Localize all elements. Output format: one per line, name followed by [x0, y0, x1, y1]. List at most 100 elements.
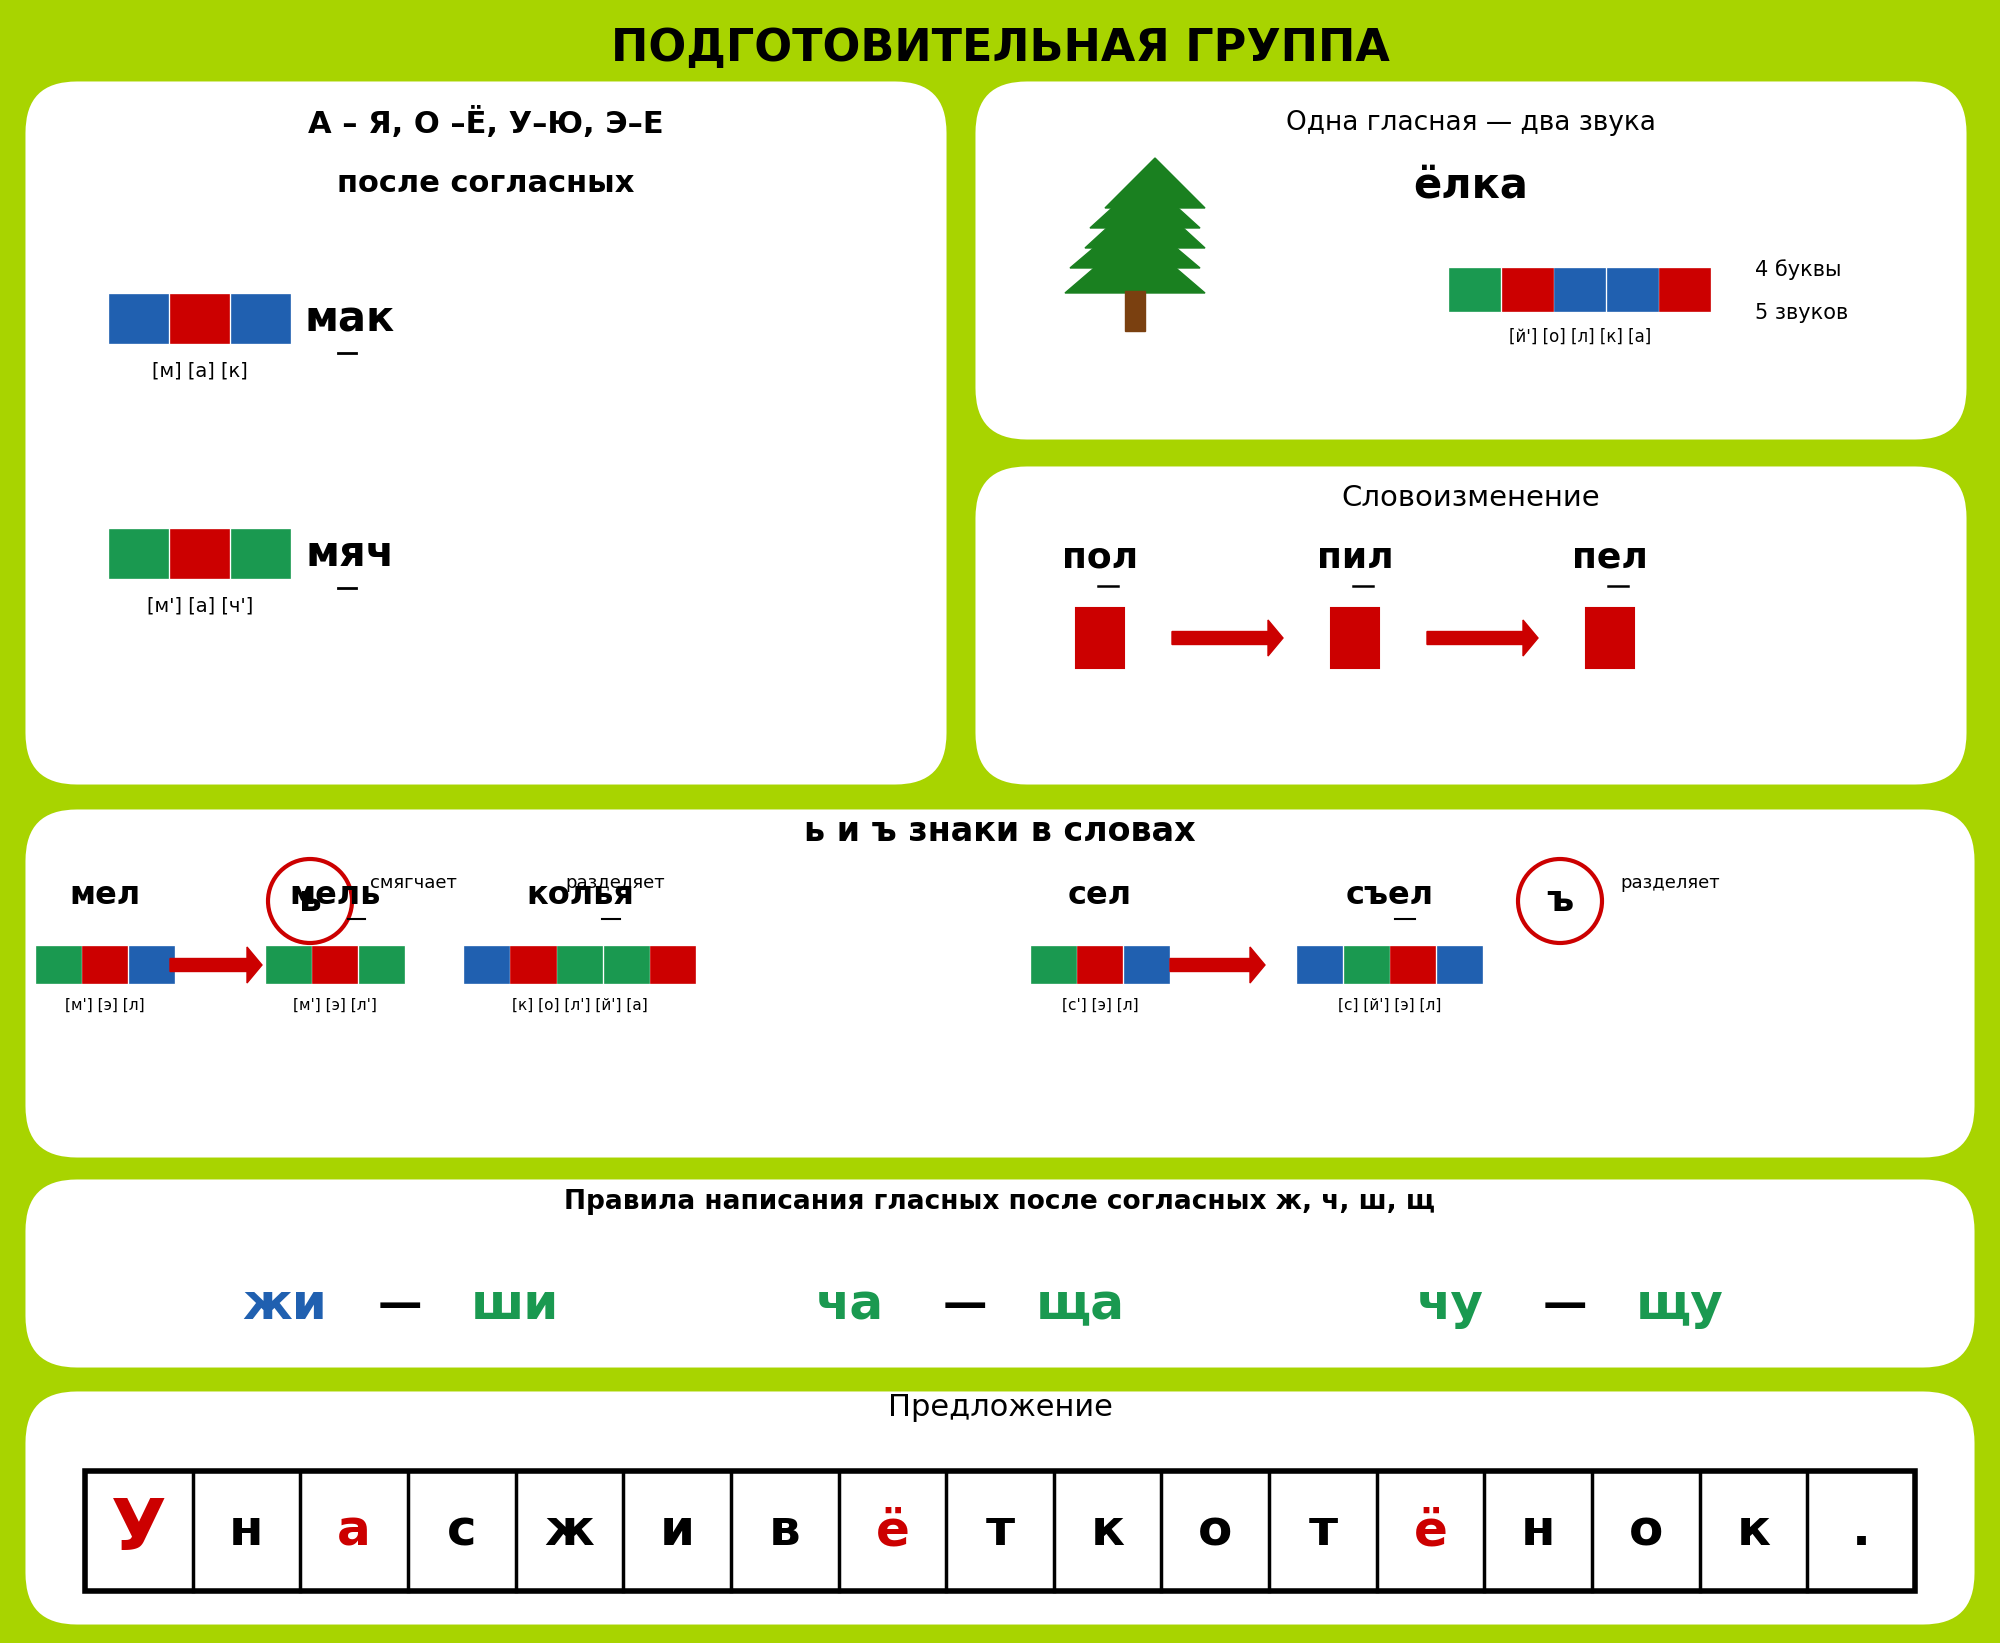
Text: [й'] [о] [л] [к] [а]: [й'] [о] [л] [к] [а] — [1508, 329, 1652, 347]
Polygon shape — [1064, 233, 1204, 292]
Text: —: — — [378, 1283, 422, 1326]
Bar — [1450, 269, 1500, 311]
Text: [м'] [э] [л]: [м'] [э] [л] — [66, 997, 144, 1012]
Text: Правила написания гласных после согласных ж, ч, ш, щ: Правила написания гласных после согласны… — [564, 1190, 1436, 1216]
Bar — [1298, 946, 1342, 983]
Text: щу: щу — [1636, 1282, 1724, 1329]
Circle shape — [1518, 859, 1602, 943]
FancyBboxPatch shape — [22, 1176, 1978, 1370]
Text: т: т — [986, 1507, 1014, 1554]
Bar — [512, 946, 556, 983]
Bar — [558, 946, 602, 983]
Bar — [1032, 946, 1076, 983]
Text: ча: ча — [816, 1282, 884, 1329]
Bar — [130, 946, 174, 983]
Text: [м'] [э] [л']: [м'] [э] [л'] — [294, 997, 376, 1012]
Bar — [266, 946, 310, 983]
Text: съел: съел — [1346, 879, 1434, 910]
Bar — [1382, 608, 1430, 669]
FancyBboxPatch shape — [22, 807, 1978, 1162]
Text: .: . — [1852, 1507, 1870, 1554]
Bar — [232, 296, 290, 343]
Bar — [464, 946, 508, 983]
Bar — [172, 531, 228, 578]
Text: о: о — [1628, 1507, 1664, 1554]
Bar — [1076, 608, 1124, 669]
Bar — [172, 296, 228, 343]
Bar — [1660, 269, 1710, 311]
Bar — [36, 946, 80, 983]
Text: к: к — [1090, 1507, 1124, 1554]
Polygon shape — [1090, 177, 1200, 228]
Text: ёлка: ёлка — [1414, 164, 1528, 205]
Text: смягчает: смягчает — [370, 874, 456, 892]
Text: ъ: ъ — [1546, 884, 1574, 918]
Bar — [1556, 269, 1604, 311]
Text: н: н — [230, 1507, 264, 1554]
Text: сел: сел — [1068, 879, 1132, 910]
Text: [м'] [а] [ч']: [м'] [а] [ч'] — [146, 596, 254, 616]
Text: чу: чу — [1416, 1282, 1484, 1329]
Text: а: а — [338, 1507, 370, 1554]
Bar — [84, 946, 128, 983]
Polygon shape — [1104, 158, 1204, 209]
Bar — [1536, 608, 1584, 669]
Bar — [1392, 946, 1436, 983]
Bar — [1078, 946, 1122, 983]
Text: разделяет: разделяет — [1620, 874, 1720, 892]
Text: Словоизменение: Словоизменение — [1342, 485, 1600, 513]
Bar — [1344, 946, 1388, 983]
Text: н: н — [1520, 1507, 1556, 1554]
Text: ща: ща — [1036, 1282, 1124, 1329]
Bar — [110, 296, 168, 343]
Text: ь: ь — [298, 884, 322, 918]
Text: [с] [й'] [э] [л]: [с] [й'] [э] [л] — [1338, 997, 1442, 1012]
Text: жи: жи — [242, 1282, 328, 1329]
Bar — [84, 1470, 1916, 1590]
Polygon shape — [1070, 214, 1200, 268]
Circle shape — [268, 859, 352, 943]
Polygon shape — [170, 946, 262, 983]
Text: —: — — [942, 1283, 988, 1326]
Text: ё: ё — [1414, 1507, 1448, 1554]
Text: 5 звуков: 5 звуков — [1756, 302, 1848, 324]
Text: о: о — [1198, 1507, 1232, 1554]
Bar — [1024, 608, 1072, 669]
FancyBboxPatch shape — [22, 1388, 1978, 1628]
Bar — [1608, 269, 1658, 311]
Text: мяч: мяч — [306, 532, 394, 575]
Text: [к] [о] [л'] [й'] [а]: [к] [о] [л'] [й'] [а] — [512, 997, 648, 1012]
Bar — [1128, 608, 1176, 669]
Text: 4 буквы: 4 буквы — [1756, 260, 1842, 281]
FancyBboxPatch shape — [972, 77, 1970, 444]
Bar — [1502, 269, 1552, 311]
Text: ПОДГОТОВИТЕЛЬНАЯ ГРУППА: ПОДГОТОВИТЕЛЬНАЯ ГРУППА — [610, 26, 1390, 69]
Bar — [360, 946, 404, 983]
Polygon shape — [1172, 619, 1284, 656]
Bar — [1124, 946, 1168, 983]
Text: [м] [а] [к]: [м] [а] [к] — [152, 361, 248, 381]
Polygon shape — [1428, 619, 1538, 656]
Bar — [1280, 608, 1328, 669]
Bar — [312, 946, 356, 983]
Text: после согласных: после согласных — [338, 169, 634, 197]
Text: Одна гласная — два звука: Одна гласная — два звука — [1286, 110, 1656, 136]
Bar — [110, 531, 168, 578]
Bar — [604, 946, 648, 983]
Text: разделяет: разделяет — [566, 874, 664, 892]
Text: ши: ши — [470, 1282, 560, 1329]
Bar — [1636, 608, 1684, 669]
Bar — [1438, 946, 1482, 983]
Text: колья: колья — [526, 879, 634, 910]
Bar — [652, 946, 696, 983]
Text: [с'] [э] [л]: [с'] [э] [л] — [1062, 997, 1138, 1012]
Text: А – Я, О –Ё, У–Ю, Э–Е: А – Я, О –Ё, У–Ю, Э–Е — [308, 107, 664, 140]
Text: ж: ж — [544, 1507, 594, 1554]
Text: к: к — [1736, 1507, 1770, 1554]
Text: и: и — [660, 1507, 694, 1554]
Text: ё: ё — [876, 1507, 910, 1554]
Text: с: с — [446, 1507, 476, 1554]
Text: У: У — [110, 1497, 166, 1566]
Bar — [1124, 291, 1144, 330]
Text: мель: мель — [290, 879, 380, 910]
